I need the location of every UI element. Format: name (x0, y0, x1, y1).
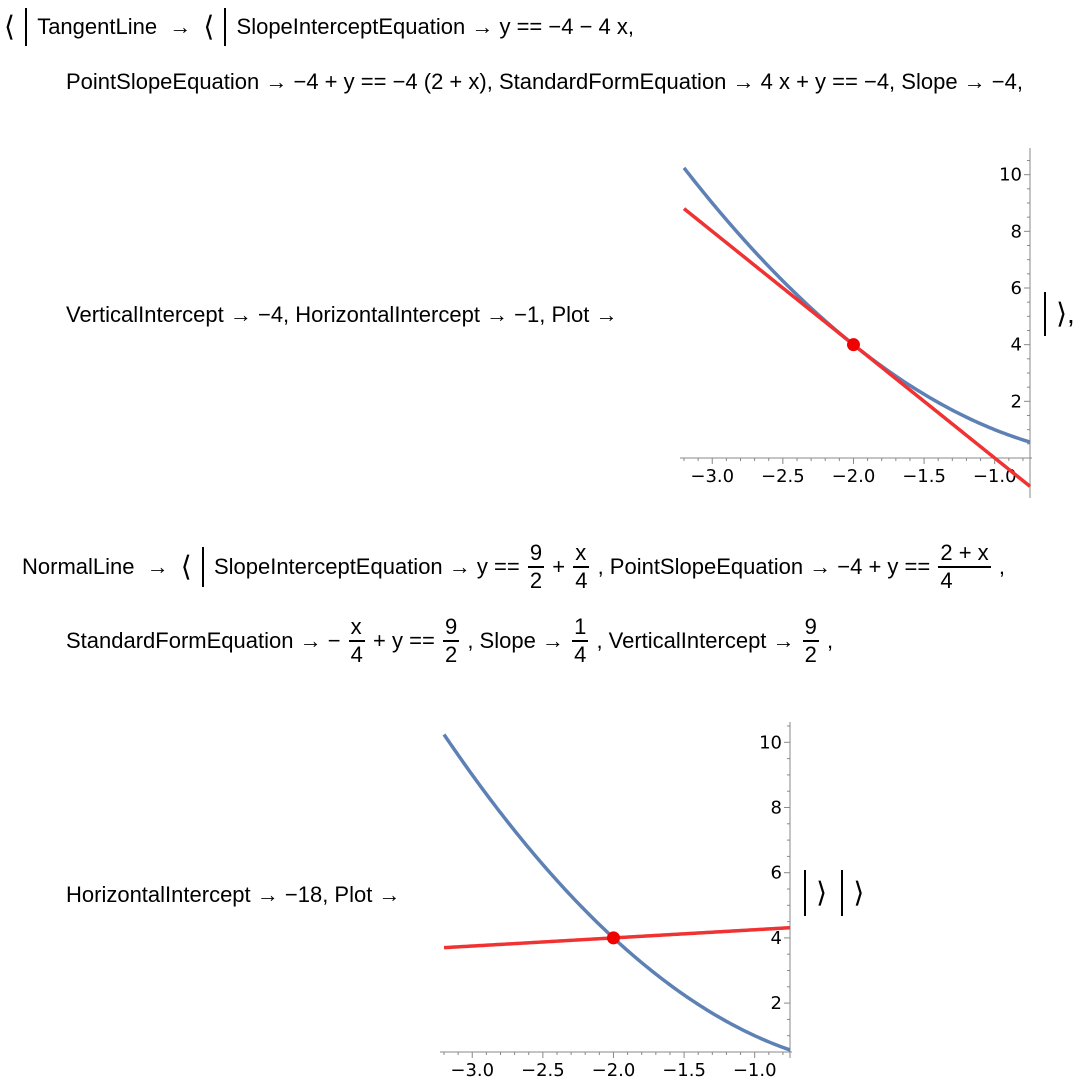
normal-close: ⟩ ⟩ (800, 870, 864, 916)
fraction-x-over-4: x 4 (573, 540, 590, 594)
open-angle: ⟨ (4, 11, 15, 42)
tangent-plot: −3.0 −2.5 −2.0 −1.5 −1.0 2 4 6 8 10 (680, 148, 1032, 498)
plus-sign: + (552, 553, 566, 579)
y-tick-label: 8 (771, 798, 782, 819)
numerator: 9 (529, 540, 543, 565)
y-tick-label: 2 (771, 993, 782, 1014)
tangent-point-slope-standard: PointSlopeEquation → −4 + y == −4 (2 + x… (66, 69, 1023, 95)
y-tick-label: 6 (771, 863, 782, 884)
x-tick-label: −2.5 (521, 1060, 565, 1081)
fraction-bar (527, 566, 545, 568)
denominator: 2 (529, 567, 543, 593)
numerator: 2 + x (940, 540, 989, 565)
fraction-x-over-4: x 4 (348, 614, 365, 668)
separator-bar (224, 8, 227, 46)
fraction-bar (572, 640, 589, 642)
y-tick-label: 6 (1011, 278, 1022, 299)
separator-bar (804, 870, 806, 916)
close-angle: ⟩ (816, 877, 828, 908)
tangent-label: TangentLine (37, 14, 158, 39)
fraction-9-over-2: 9 2 (802, 614, 819, 668)
denominator: 4 (350, 641, 363, 667)
y-tick-label: 4 (1011, 335, 1022, 356)
tangent-line-row-3: VerticalIntercept → −4, HorizontalInterc… (66, 303, 617, 326)
parabola-series (442, 733, 791, 1052)
tangent-arrow: → (169, 14, 192, 39)
tangency-point (846, 338, 860, 352)
separator-bar (1044, 292, 1046, 336)
x-tick-label: −3.0 (450, 1060, 494, 1081)
separator-bar (841, 870, 844, 916)
x-tick-label: −1.5 (662, 1060, 706, 1081)
normal-arrow: → (146, 553, 169, 579)
normal-slope-prefix: , Slope → (467, 627, 564, 653)
fraction-9-over-2: 9 2 (527, 540, 545, 594)
normal-ps-prefix: , PointSlopeEquation → −4 + y == (597, 553, 931, 579)
normal-line-row-2: StandardFormEquation → − x 4 + y == 9 2 … (66, 614, 833, 668)
numerator: x (350, 614, 362, 639)
tangent-intercepts-plot: VerticalIntercept → −4, HorizontalInterc… (66, 302, 618, 328)
x-tick-label: −3.0 (690, 466, 734, 487)
denominator: 4 (574, 641, 587, 667)
normal-intercepts-plot: HorizontalIntercept → −18, Plot → (66, 882, 401, 908)
numerator: x (575, 540, 587, 565)
x-tick-label: −2.0 (592, 1060, 636, 1081)
parabola-series (682, 166, 1031, 444)
y-tick-label: 4 (771, 928, 782, 949)
numerator: 9 (804, 614, 817, 639)
y-tick-label: 10 (999, 165, 1022, 186)
fraction-bar (802, 640, 819, 642)
fraction-bar (573, 566, 590, 568)
inner-open-angle: ⟨ (203, 11, 215, 42)
separator-bar (201, 546, 204, 587)
tangency-point (606, 931, 620, 945)
normal-si-prefix: SlopeInterceptEquation → y == (213, 553, 520, 579)
fraction-2-plus-x-over-4: 2 + x 4 (938, 540, 991, 594)
tangent-slope-intercept: SlopeInterceptEquation → y == −4 − 4 x, (236, 14, 634, 39)
normal-label: NormalLine (22, 553, 135, 579)
x-tick-label: −1.5 (902, 466, 946, 487)
denominator: 4 (940, 567, 953, 593)
normal-vi-prefix: , VerticalIntercept → (596, 627, 795, 653)
x-tick-label: −1.0 (973, 466, 1017, 487)
x-tick-label: −2.0 (832, 466, 876, 487)
fraction-9-over-2: 9 2 (442, 614, 460, 668)
normal-sf-prefix: StandardFormEquation → − (66, 627, 341, 653)
outer-close-angle: ⟩ (853, 877, 865, 908)
x-tick-label: −1.0 (733, 1060, 777, 1081)
normal-plot: −3.0 −2.5 −2.0 −1.5 −1.0 2 4 6 8 10 (440, 722, 792, 1081)
normal-sf-mid: + y == (373, 627, 435, 653)
y-tick-label: 10 (759, 732, 782, 753)
y-tick-label: 8 (1011, 221, 1022, 242)
normal-line-row-1: NormalLine → ⟨ SlopeInterceptEquation → … (22, 540, 1005, 594)
normal-line-row-3: HorizontalIntercept → −18, Plot → (66, 883, 400, 906)
numerator: 9 (444, 614, 458, 639)
y-tick-label: 2 (1011, 391, 1022, 412)
fraction-bar (348, 640, 365, 642)
denominator: 2 (444, 641, 458, 667)
fraction-1-over-4: 1 4 (572, 614, 589, 668)
fraction-bar (938, 566, 991, 568)
close-angle: ⟩, (1056, 298, 1074, 329)
tangent-line-row-2: PointSlopeEquation → −4 + y == −4 (2 + x… (66, 70, 1023, 93)
comma: , (998, 553, 1005, 579)
denominator: 2 (804, 641, 817, 667)
tangent-line-row-1: ⟨ TangentLine → ⟨ SlopeInterceptEquation… (4, 8, 634, 46)
separator-bar (25, 8, 28, 46)
fraction-bar (442, 640, 460, 642)
tangent-close: ⟩, (1040, 292, 1074, 336)
denominator: 4 (575, 567, 588, 593)
numerator: 1 (574, 614, 587, 639)
normal-open-angle: ⟨ (180, 550, 192, 582)
x-tick-label: −2.5 (761, 466, 805, 487)
comma: , (827, 627, 834, 653)
